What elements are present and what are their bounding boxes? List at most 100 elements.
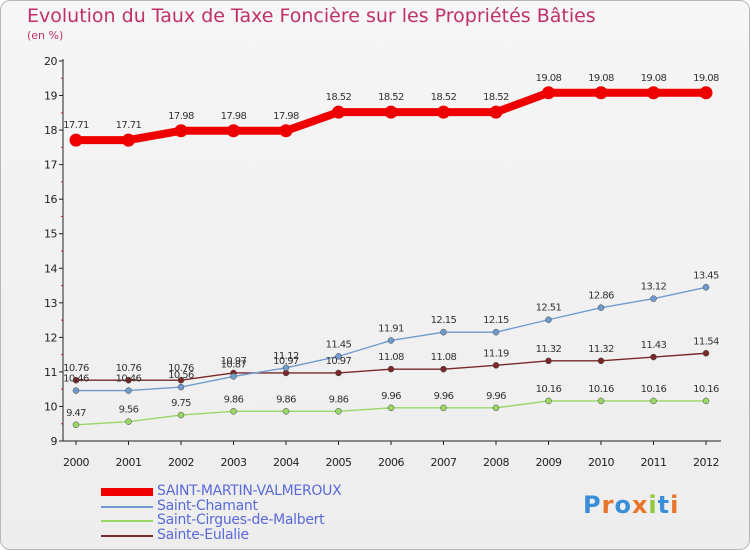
data-point xyxy=(282,408,290,415)
data-point xyxy=(597,304,605,311)
y-tick-label: 20 xyxy=(44,55,57,68)
chart-title: Evolution du Taux de Taxe Foncière sur l… xyxy=(27,5,596,27)
logo-letter: o xyxy=(614,491,632,519)
data-point xyxy=(440,404,447,412)
data-label: 11.32 xyxy=(536,344,562,355)
x-tick-label: 2004 xyxy=(273,456,299,469)
y-tick-label: 15 xyxy=(44,228,57,241)
y-tick-label: 19 xyxy=(44,90,57,103)
data-point xyxy=(122,133,135,147)
data-label: 18.52 xyxy=(378,92,404,103)
legend-swatch xyxy=(101,534,153,537)
data-point xyxy=(594,86,608,100)
data-label: 9.86 xyxy=(329,394,349,405)
x-tick-label: 2000 xyxy=(63,456,89,469)
data-label: 13.45 xyxy=(693,270,719,281)
data-point xyxy=(332,105,345,119)
data-label: 11.91 xyxy=(378,323,404,334)
logo-letter: t xyxy=(657,491,671,519)
data-point xyxy=(702,284,710,291)
data-label: 19.08 xyxy=(588,73,614,84)
data-label: 9.56 xyxy=(119,405,139,416)
data-label: 10.16 xyxy=(693,384,719,395)
data-point xyxy=(542,86,555,100)
data-point xyxy=(437,105,450,119)
x-tick-label: 2006 xyxy=(378,456,404,469)
data-point xyxy=(492,404,500,412)
y-tick-label: 10 xyxy=(44,400,57,413)
data-point xyxy=(125,418,132,425)
data-label: 12.15 xyxy=(431,315,457,326)
data-label: 17.71 xyxy=(63,120,89,131)
y-tick-label: 9 xyxy=(51,435,58,448)
data-label: 10.46 xyxy=(116,374,142,385)
legend-swatch xyxy=(101,520,153,522)
data-label: 10.97 xyxy=(326,356,352,367)
data-label: 9.86 xyxy=(224,394,244,405)
legend-label: SAINT-MARTIN-VALMEROUX xyxy=(157,483,342,499)
data-point xyxy=(384,105,398,119)
data-point xyxy=(72,376,80,384)
data-label: 10.97 xyxy=(273,356,299,367)
data-label: 17.71 xyxy=(116,120,142,131)
data-label: 10.16 xyxy=(588,384,614,395)
data-label: 18.52 xyxy=(326,92,352,103)
data-point xyxy=(177,376,185,384)
logo-letter: i xyxy=(670,491,680,519)
data-point xyxy=(545,316,552,323)
x-tick-label: 2009 xyxy=(536,456,562,469)
data-label: 9.86 xyxy=(276,394,296,405)
data-point xyxy=(387,337,395,344)
data-point xyxy=(177,411,185,419)
data-label: 9.75 xyxy=(171,398,191,409)
legend-swatch xyxy=(101,505,153,508)
logo-letter: P xyxy=(583,491,602,519)
data-point xyxy=(650,295,657,302)
data-label: 10.56 xyxy=(168,370,194,381)
x-tick-label: 2005 xyxy=(326,456,352,469)
x-tick-label: 2011 xyxy=(641,456,667,469)
data-point xyxy=(177,383,185,391)
data-point xyxy=(545,357,552,365)
data-point xyxy=(702,397,710,405)
data-label: 11.54 xyxy=(693,336,719,347)
data-point xyxy=(174,124,188,138)
data-point xyxy=(72,387,80,394)
data-label: 10.97 xyxy=(221,356,247,367)
data-point xyxy=(227,124,240,138)
data-point xyxy=(702,350,710,357)
logo-letter: x xyxy=(631,491,649,519)
data-label: 11.08 xyxy=(431,352,457,363)
data-label: 9.96 xyxy=(486,391,506,402)
data-label: 10.87 xyxy=(221,359,247,370)
data-point xyxy=(440,328,447,336)
legend-label: Sainte-Eulalie xyxy=(157,526,249,543)
data-point xyxy=(699,86,713,100)
data-label: 11.19 xyxy=(483,348,509,359)
data-point xyxy=(125,376,132,384)
data-point xyxy=(597,397,605,405)
y-tick-label: 18 xyxy=(44,124,57,137)
data-label: 11.45 xyxy=(326,339,352,350)
data-label: 18.52 xyxy=(483,92,509,103)
y-tick-label: 12 xyxy=(44,331,57,344)
data-point xyxy=(647,86,660,100)
x-tick-label: 2001 xyxy=(116,456,142,469)
y-tick-label: 11 xyxy=(44,366,57,379)
data-label: 19.08 xyxy=(536,73,562,84)
data-label: 10.76 xyxy=(116,363,142,374)
data-point xyxy=(650,353,657,361)
data-point xyxy=(335,369,342,377)
data-label: 10.76 xyxy=(168,363,194,374)
legend-label: Saint-Cirgues-de-Malbert xyxy=(157,512,325,528)
data-point xyxy=(489,105,503,119)
data-label: 12.51 xyxy=(536,303,562,314)
data-label: 19.08 xyxy=(641,73,667,84)
data-label: 17.98 xyxy=(221,111,247,122)
data-point xyxy=(282,364,290,372)
data-point xyxy=(279,124,293,138)
data-point xyxy=(125,387,132,394)
logo-letter: i xyxy=(648,491,658,519)
